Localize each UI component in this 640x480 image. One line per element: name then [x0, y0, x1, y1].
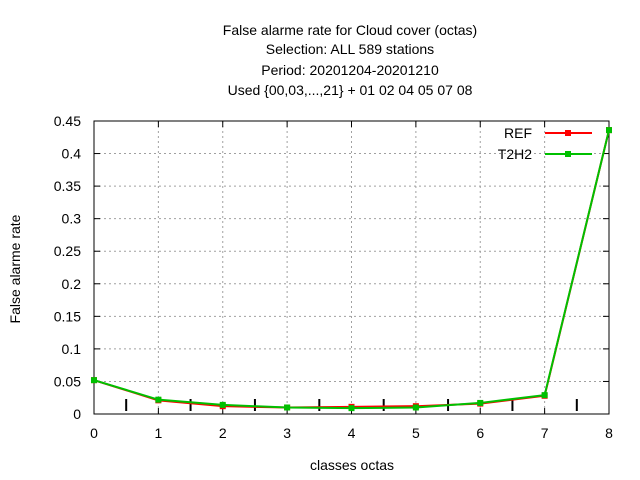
x-tick-label: 6 — [476, 425, 484, 441]
y-tick-label: 0.35 — [54, 178, 81, 194]
x-tick-label: 2 — [219, 425, 227, 441]
data-point-t2h2 — [284, 404, 291, 411]
title-line-3: Period: 20201204-20201210 — [261, 62, 439, 78]
data-point-t2h2 — [477, 399, 484, 406]
y-tick-label: 0.2 — [62, 276, 82, 292]
x-tick-label: 0 — [90, 425, 98, 441]
data-point-t2h2 — [541, 392, 548, 399]
y-tick-label: 0.4 — [62, 146, 82, 162]
title-line-4: Used {00,03,...,21} + 01 02 04 05 07 08 — [228, 82, 473, 98]
data-point-t2h2 — [219, 401, 226, 408]
x-tick-label: 5 — [412, 425, 420, 441]
legend-label-t2h2: T2H2 — [498, 146, 532, 162]
y-tick-label: 0.25 — [54, 243, 81, 259]
x-tick-label: 3 — [283, 425, 291, 441]
y-tick-label: 0.05 — [54, 373, 81, 389]
x-tick-label: 4 — [348, 425, 356, 441]
chart-title: False alarme rate for Cloud cover (octas… — [223, 22, 477, 98]
data-point-t2h2 — [91, 377, 97, 384]
grid — [94, 121, 609, 414]
x-tick-label: 8 — [605, 425, 613, 441]
x-axis-label: classes octas — [310, 457, 394, 473]
x-tick-label: 7 — [541, 425, 549, 441]
y-tick-label: 0 — [73, 406, 81, 422]
y-tick-label: 0.3 — [62, 211, 82, 227]
legend: REF T2H2 — [498, 125, 592, 162]
data-point-t2h2 — [155, 396, 162, 403]
y-tick-label: 0.45 — [54, 113, 81, 129]
data-point-t2h2 — [606, 127, 612, 134]
legend-marker-t2h2 — [565, 151, 571, 157]
title-line-1: False alarme rate for Cloud cover (octas… — [223, 22, 477, 38]
x-tick-label: 1 — [154, 425, 162, 441]
bottom-markers — [125, 399, 578, 411]
y-tick-label: 0.15 — [54, 308, 81, 324]
y-tick-label: 0.1 — [62, 341, 82, 357]
title-line-2: Selection: ALL 589 stations — [266, 41, 434, 57]
series-layer — [91, 127, 612, 412]
legend-marker-ref — [565, 130, 571, 136]
data-point-t2h2 — [412, 404, 419, 411]
data-point-t2h2 — [348, 405, 355, 412]
legend-label-ref: REF — [504, 125, 532, 141]
ticks: 0 1 2 3 4 5 6 7 8 0 0.05 0.1 0.15 0.2 0.25 0.3 0.35 0.4 0.… — [54, 113, 613, 441]
y-axis-label: False alarme rate — [7, 214, 23, 323]
